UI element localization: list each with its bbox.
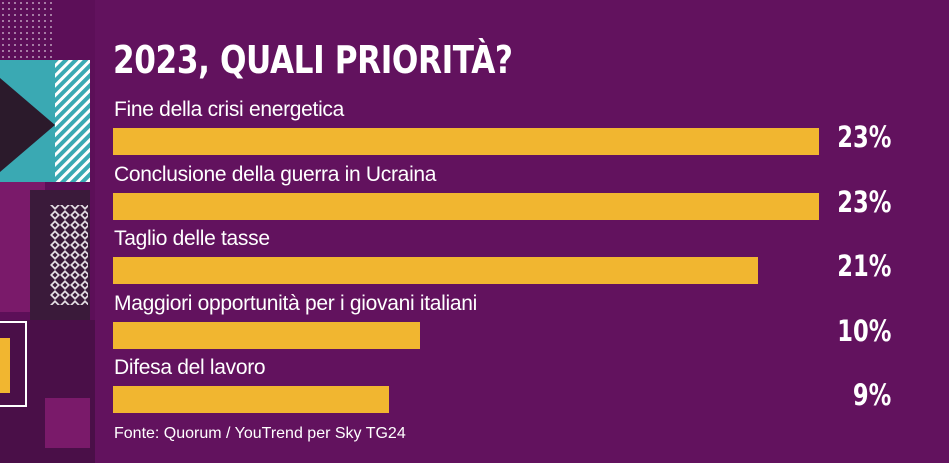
bar (113, 192, 819, 220)
bar (113, 128, 819, 155)
bar-label: Fine della crisi energetica (114, 98, 345, 121)
bar (113, 257, 758, 284)
bar-label: Difesa del lavoro (114, 356, 266, 379)
bar-label: Taglio delle tasse (114, 227, 270, 250)
bar-label: Conclusione della guerra in Ucraina (114, 162, 437, 186)
source-note: Fonte: Quorum / YouTrend per Sky TG24 (114, 425, 406, 442)
chart-title: 2023, QUALI PRIORITÀ? (113, 38, 513, 82)
bar-value-label: 9% (852, 378, 891, 412)
decorative-pattern (0, 0, 95, 463)
bar (113, 386, 389, 413)
bar (113, 321, 420, 349)
bar-value-label: 23% (836, 184, 891, 219)
bar-value-label: 23% (836, 120, 891, 154)
bar-value-label: 10% (836, 313, 891, 348)
bar-value-label: 21% (836, 249, 891, 283)
bar-label: Maggiori opportunità per i giovani itali… (114, 291, 477, 315)
